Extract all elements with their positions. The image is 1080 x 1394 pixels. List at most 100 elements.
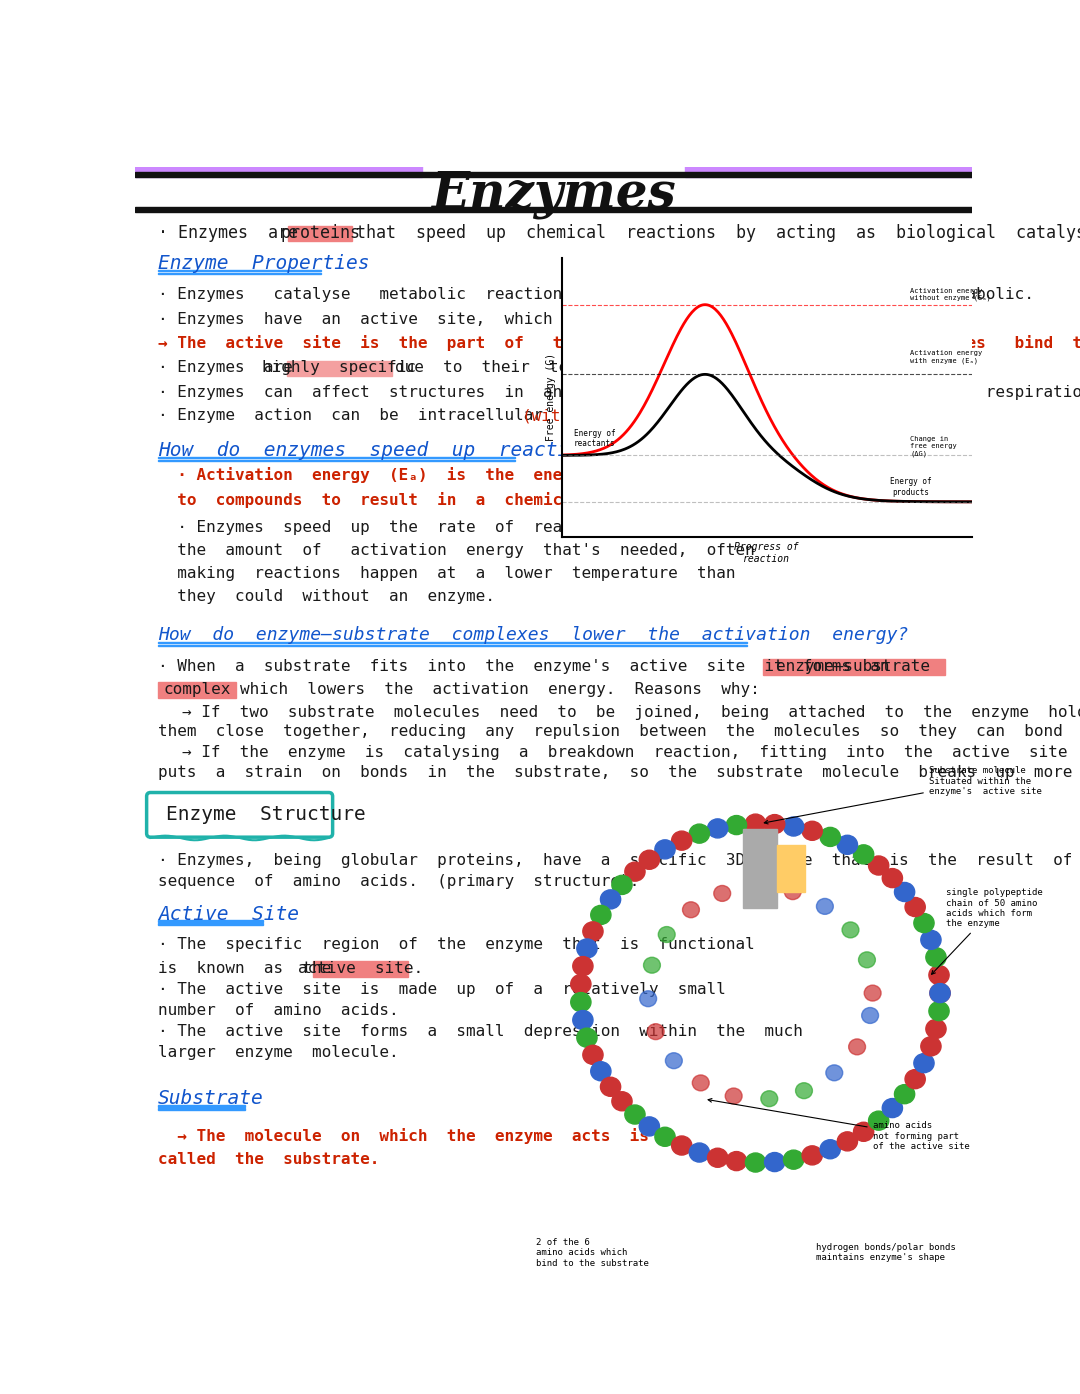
Circle shape (647, 1023, 664, 1040)
Text: or  extracellular: or extracellular (630, 408, 812, 424)
Circle shape (727, 815, 746, 835)
Circle shape (745, 814, 766, 834)
Bar (778, 845, 806, 892)
Bar (762, 659, 945, 675)
Circle shape (905, 898, 926, 917)
Bar (159, 1105, 245, 1107)
Text: enzyme–substrate: enzyme–substrate (777, 659, 931, 673)
Circle shape (625, 861, 645, 881)
Circle shape (930, 984, 950, 1002)
Text: · Enzymes  have  an  active  site,  which  has  a   specific  shape.: · Enzymes have an active site, which has… (159, 312, 813, 328)
Circle shape (853, 845, 874, 864)
Text: complex: complex (163, 682, 231, 697)
Circle shape (921, 1037, 941, 1055)
Circle shape (591, 1062, 611, 1080)
Bar (135, 141, 422, 177)
Text: due  to  their  tertiary  structure.: due to their tertiary structure. (395, 360, 742, 375)
Text: → If  the  enzyme  is  catalysing  a  breakdown  reaction,  fitting  into  the  : → If the enzyme is catalysing a breakdow… (181, 744, 1067, 760)
Text: · Enzymes,  being  globular  proteins,  have  a  specific  3D  shape  that  is  : · Enzymes, being globular proteins, have… (159, 853, 1080, 868)
Text: · The  active  site  forms  a  small  depression  within  the  much: · The active site forms a small depressi… (159, 1023, 804, 1039)
Text: Energy of
reactants: Energy of reactants (573, 429, 616, 449)
Circle shape (654, 839, 675, 859)
Circle shape (612, 875, 632, 895)
Circle shape (882, 868, 903, 888)
Text: active  site.: active site. (298, 960, 423, 976)
Circle shape (665, 1052, 683, 1069)
Text: · Enzymes   catalyse   metabolic  reactions  –  this  could  be   anabolic  or  : · Enzymes catalyse metabolic reactions –… (159, 287, 1035, 302)
Text: (within  cells),: (within cells), (523, 408, 676, 424)
Y-axis label: Free energy (G): Free energy (G) (546, 353, 556, 442)
Text: 2 of the 6
amino acids which
bind to the substrate: 2 of the 6 amino acids which bind to the… (536, 1238, 649, 1267)
Circle shape (727, 1151, 746, 1171)
Text: amino acids
not forming part
of the active site: amino acids not forming part of the acti… (708, 1098, 970, 1151)
Text: them  close  together,  reducing  any  repulsion  between  the  molecules  so  t: them close together, reducing any repuls… (159, 725, 1080, 739)
Circle shape (820, 828, 840, 846)
Circle shape (572, 1011, 593, 1030)
Circle shape (837, 835, 858, 855)
Text: · Enzymes  speed  up  the  rate  of  reaction  by  lowering: · Enzymes speed up the rate of reaction … (159, 520, 745, 535)
Bar (159, 457, 515, 459)
Text: Change in
free energy
(ΔG): Change in free energy (ΔG) (910, 436, 957, 457)
Circle shape (914, 913, 934, 933)
Circle shape (765, 1153, 785, 1171)
Circle shape (868, 856, 889, 875)
Circle shape (583, 1046, 603, 1065)
Bar (159, 269, 321, 272)
Circle shape (862, 1008, 878, 1023)
Text: called  the  substrate.: called the substrate. (159, 1151, 380, 1167)
Circle shape (783, 1150, 804, 1170)
Text: that  speed  up  chemical  reactions  by  acting  as  biological  catalysts.: that speed up chemical reactions by acti… (356, 223, 1080, 241)
Text: making  reactions  happen  at  a  lower  temperature  than: making reactions happen at a lower tempe… (159, 566, 735, 581)
Circle shape (842, 921, 859, 938)
Circle shape (894, 882, 915, 902)
Bar (159, 641, 747, 643)
Text: to  compounds  to  result  in  a  chemical  reaction.: to compounds to result in a chemical rea… (159, 492, 688, 507)
Circle shape (577, 940, 597, 958)
Bar (313, 960, 408, 977)
Text: Enzyme  Properties: Enzyme Properties (159, 254, 369, 273)
Circle shape (625, 1105, 645, 1124)
Bar (685, 141, 972, 177)
Circle shape (853, 1122, 874, 1142)
Text: · When  a  substrate  fits  into  the  enzyme's  active  site  it  forms  an: · When a substrate fits into the enzyme'… (159, 659, 890, 673)
Circle shape (707, 1149, 728, 1167)
Circle shape (639, 850, 660, 870)
Bar (159, 273, 321, 275)
Circle shape (745, 1153, 766, 1172)
Circle shape (654, 1128, 675, 1146)
Text: single polypeptide
chain of 50 amino
acids which form
the enzyme: single polypeptide chain of 50 amino aci… (932, 888, 1042, 974)
Circle shape (583, 921, 603, 941)
Circle shape (672, 831, 692, 850)
Text: How  do  enzymes  speed  up  reactions?: How do enzymes speed up reactions? (159, 441, 617, 460)
Bar (159, 920, 262, 921)
Circle shape (570, 993, 591, 1012)
Circle shape (796, 1083, 812, 1098)
Text: is  known  as  the: is known as the (159, 960, 332, 976)
Text: highly  specific: highly specific (261, 360, 416, 375)
Circle shape (612, 1092, 632, 1111)
Circle shape (692, 1075, 710, 1092)
Text: · Enzyme  action  can  be  intracellular: · Enzyme action can be intracellular (159, 408, 553, 424)
Circle shape (714, 885, 731, 902)
Circle shape (644, 958, 660, 973)
Text: Activation energy
without enzyme (Eₐ): Activation energy without enzyme (Eₐ) (910, 287, 991, 301)
Text: Active  Site: Active Site (159, 905, 299, 924)
Circle shape (926, 1019, 946, 1039)
Circle shape (591, 905, 611, 924)
Circle shape (577, 1029, 597, 1047)
Text: Enzyme  Structure: Enzyme Structure (166, 806, 366, 824)
Text: · Enzymes  are: · Enzymes are (159, 360, 293, 375)
Bar (159, 923, 262, 926)
Text: → If  two  substrate  molecules  need  to  be  joined,  being  attached  to  the: → If two substrate molecules need to be … (181, 705, 1080, 719)
Circle shape (929, 1001, 949, 1020)
Circle shape (765, 814, 785, 834)
Text: How  do  enzyme–substrate  complexes  lower  the  activation  energy?: How do enzyme–substrate complexes lower … (159, 626, 908, 644)
Circle shape (689, 824, 710, 843)
Circle shape (600, 889, 621, 909)
Circle shape (639, 1117, 660, 1136)
Circle shape (802, 821, 822, 841)
Bar (159, 1108, 245, 1110)
Circle shape (639, 991, 657, 1006)
Text: which  lowers  the  activation  energy.  Reasons  why:: which lowers the activation energy. Reas… (240, 682, 759, 697)
Text: number  of  amino  acids.: number of amino acids. (159, 1002, 399, 1018)
